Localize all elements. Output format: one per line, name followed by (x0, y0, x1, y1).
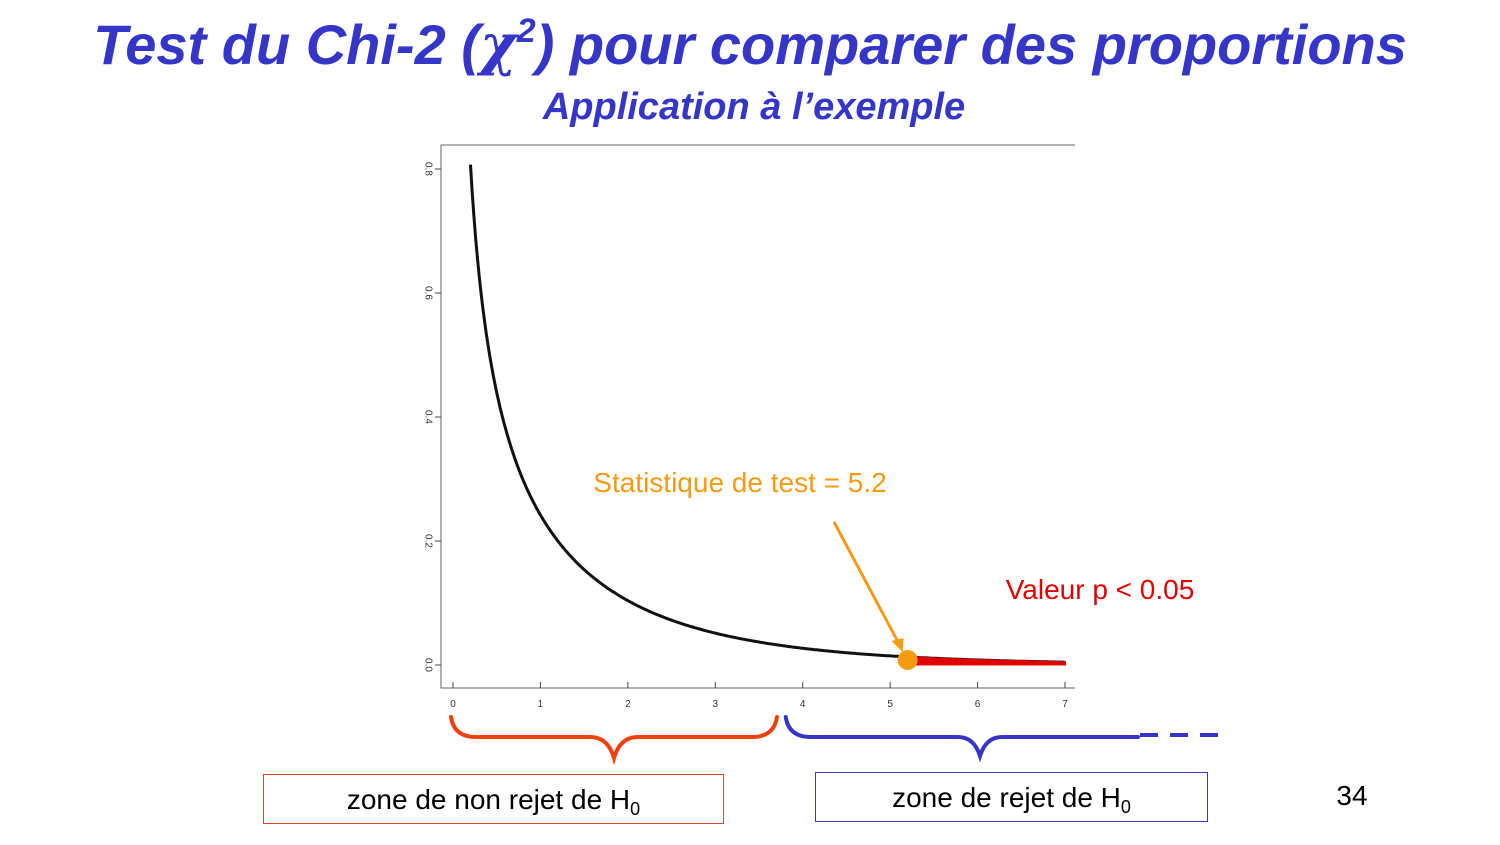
y-tick-label: 0.0 (422, 658, 433, 672)
x-tick-label: 1 (538, 699, 544, 710)
chi-superscript: 2 (516, 12, 536, 50)
slide-subtitle: Application à l’exemple (542, 86, 966, 128)
title-suffix: ) pour comparer des proportions (535, 13, 1407, 76)
slide-title: Test du Chi-2 (χ2) pour comparer des pro… (0, 10, 1500, 80)
non-rejection-zone-text: zone de non rejet de H (346, 784, 631, 815)
statistic-arrow (832, 521, 901, 646)
rejection-zone-text: zone de rejet de H (892, 782, 1121, 813)
y-tick-label: 0.4 (422, 410, 433, 424)
p-value-area (906, 655, 1066, 666)
non-rejection-zone-label: zone de non rejet de H0 (263, 774, 724, 824)
x-tick-label: 3 (713, 699, 719, 710)
y-tick-label: 0.8 (422, 162, 433, 176)
rejection-zone-subscript: 0 (1120, 797, 1131, 817)
y-tick-label: 0.2 (422, 534, 433, 548)
x-tick-label: 5 (887, 699, 893, 710)
x-tick-label: 0 (450, 699, 456, 710)
non-rejection-brace (449, 715, 779, 766)
test-statistic-label: Statistique de test = 5.2 (593, 467, 886, 498)
non-rejection-zone-subscript: 0 (630, 799, 641, 819)
chi-symbol: χ (479, 12, 517, 78)
statistic-arrowhead (891, 637, 904, 652)
title-prefix: Test du Chi-2 ( (93, 13, 480, 76)
test-statistic-point (897, 649, 918, 670)
y-tick-label: 0.6 (422, 286, 433, 300)
rejection-brace (783, 715, 1140, 763)
rejection-zone-label: zone de rejet de H0 (815, 772, 1208, 822)
x-tick-label: 2 (625, 699, 631, 710)
x-tick-label: 4 (800, 699, 806, 710)
x-tick-label: 7 (1062, 699, 1068, 710)
density-curve (469, 164, 1066, 664)
plot-frame (440, 144, 1075, 689)
p-value-label: Valeur p < 0.05 (1006, 574, 1195, 605)
page-number: 34 (1336, 780, 1368, 811)
x-tick-label: 6 (975, 699, 981, 710)
